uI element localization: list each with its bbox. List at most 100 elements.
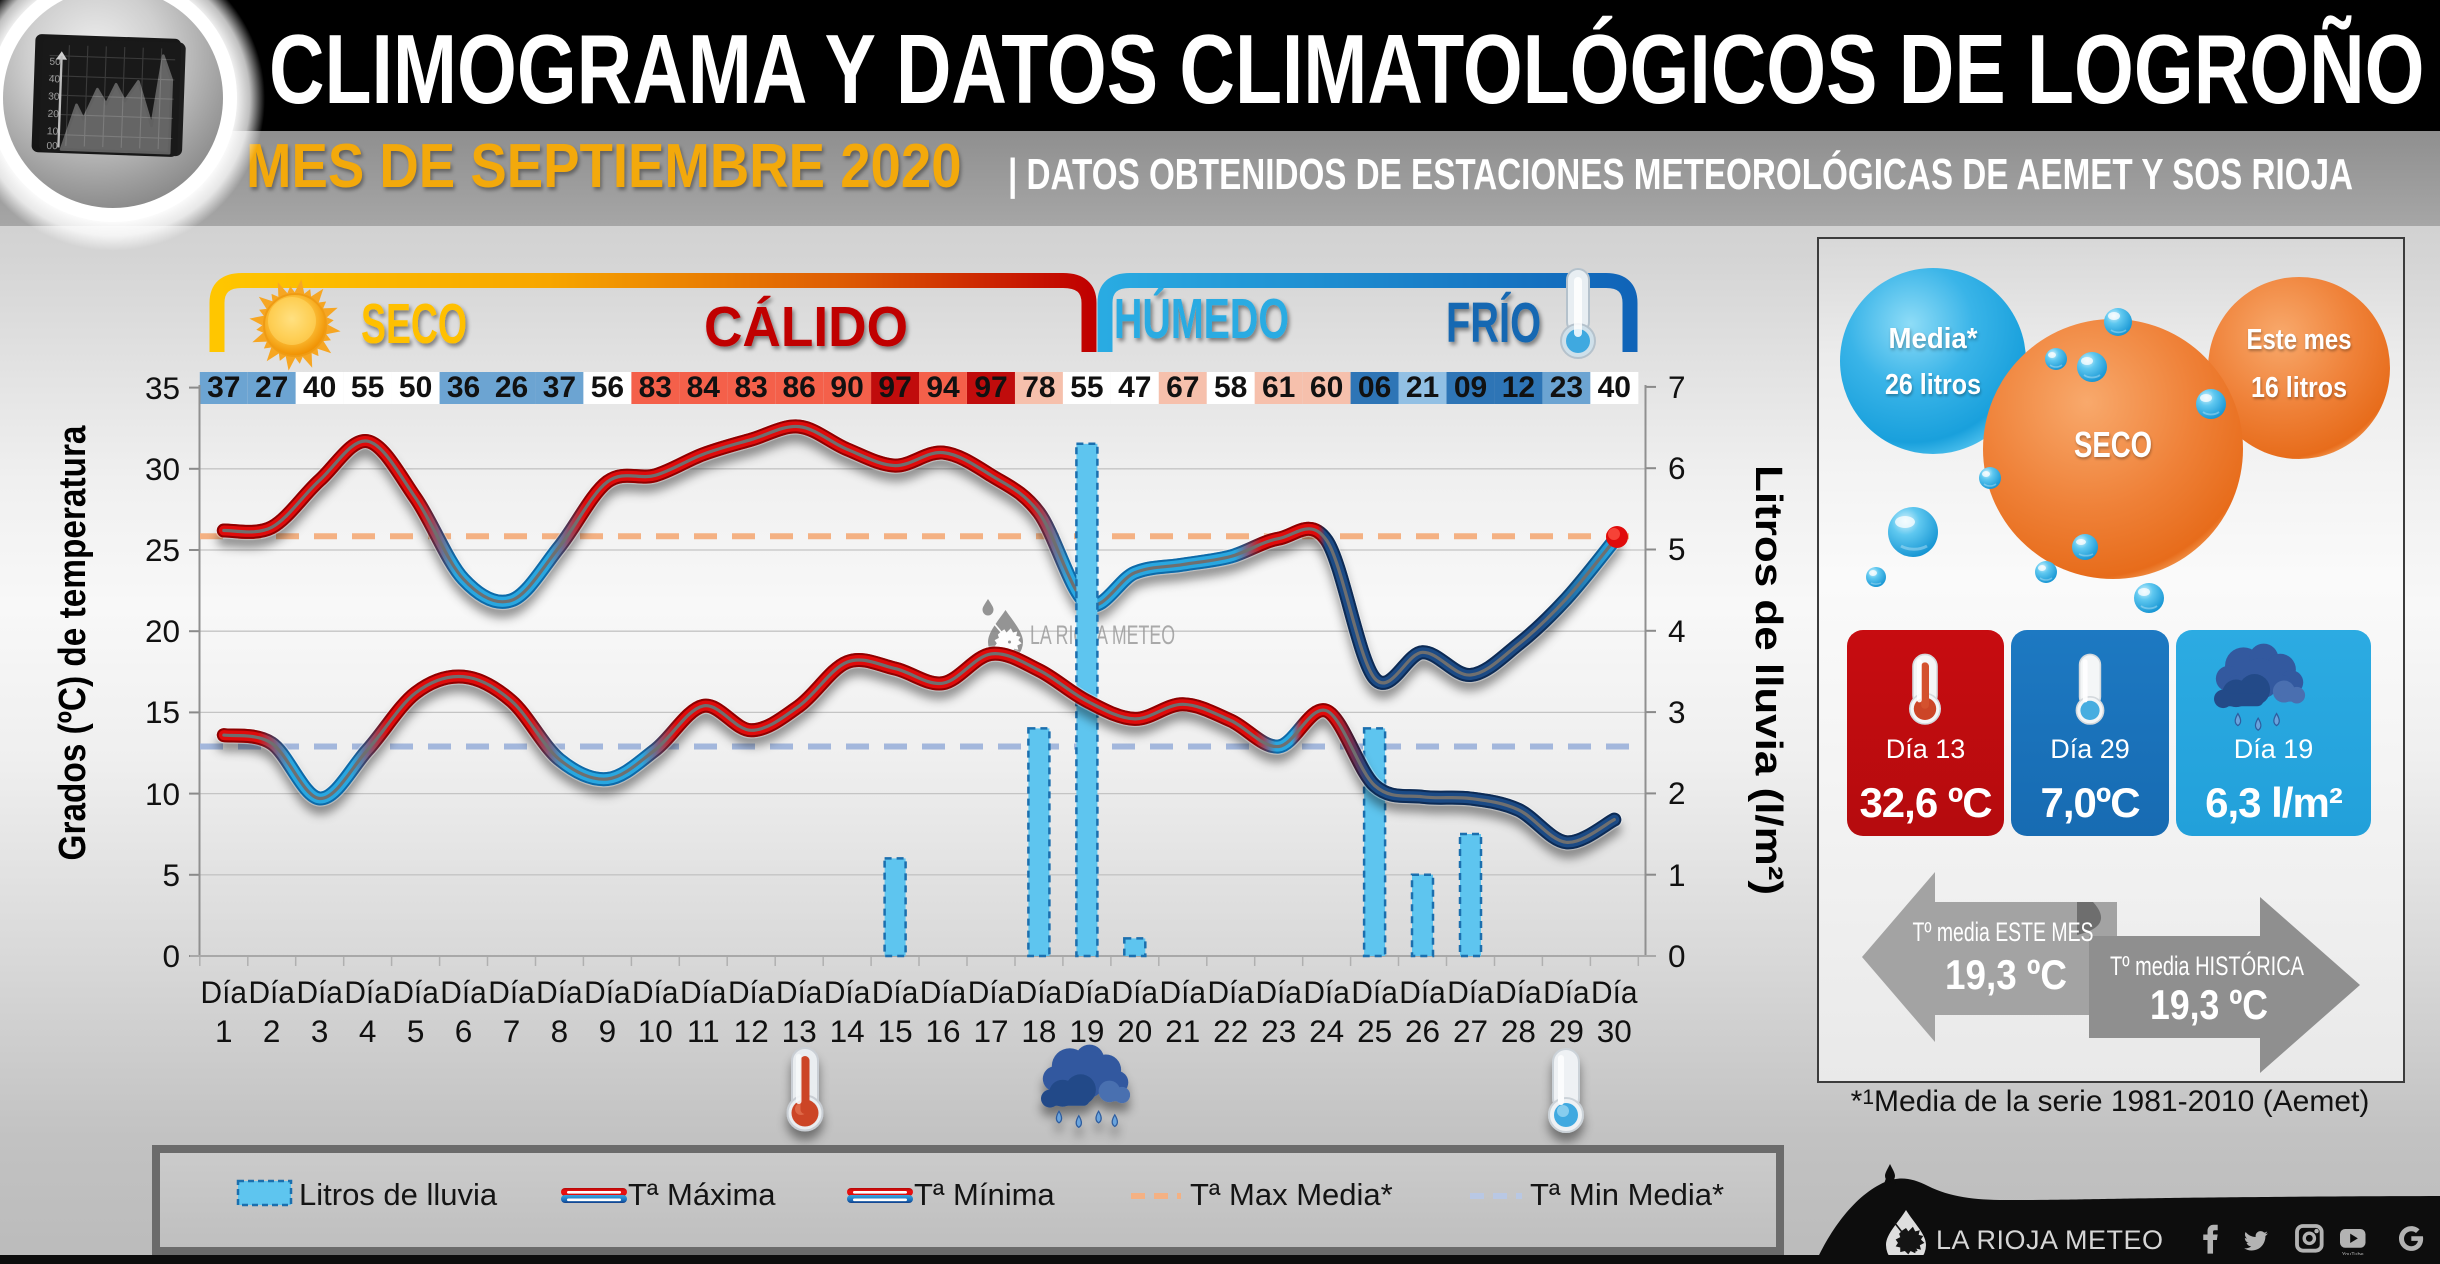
svg-text:36: 36 (447, 371, 480, 404)
svg-text:10: 10 (47, 126, 59, 137)
svg-text:60: 60 (1310, 371, 1343, 404)
svg-text:12: 12 (1502, 371, 1535, 404)
svg-text:16: 16 (925, 1013, 960, 1049)
svg-text:Día: Día (632, 974, 679, 1010)
svg-text:37: 37 (543, 371, 576, 404)
svg-text:35: 35 (145, 370, 180, 406)
svg-text:Día: Día (296, 974, 343, 1010)
svg-text:Día: Día (1351, 974, 1398, 1010)
svg-text:Día: Día (1495, 974, 1542, 1010)
svg-text:Día: Día (824, 974, 871, 1010)
svg-text:Día: Día (1016, 974, 1063, 1010)
svg-text:23: 23 (1550, 371, 1583, 404)
svg-text:Tº media HISTÓRICA: Tº media HISTÓRICA (2110, 950, 2304, 981)
svg-text:Día: Día (536, 974, 583, 1010)
svg-text:2: 2 (263, 1013, 281, 1049)
svg-text:SECO: SECO (361, 292, 467, 356)
svg-text:19: 19 (1069, 1013, 1104, 1049)
svg-text:20: 20 (47, 109, 59, 120)
svg-text:97: 97 (878, 371, 911, 404)
svg-text:50: 50 (399, 371, 432, 404)
svg-text:Día: Día (776, 974, 823, 1010)
svg-text:CÁLIDO: CÁLIDO (704, 295, 908, 359)
svg-text:15: 15 (145, 694, 180, 730)
svg-text:Día: Día (584, 974, 631, 1010)
svg-text:2: 2 (1668, 775, 1686, 811)
svg-text:20: 20 (1117, 1013, 1152, 1049)
svg-text:3: 3 (1668, 694, 1686, 730)
svg-text:1: 1 (215, 1013, 233, 1049)
svg-text:30: 30 (48, 91, 60, 102)
svg-text:00: 00 (46, 141, 58, 152)
svg-text:Media*: Media* (1889, 323, 1979, 355)
svg-text:25: 25 (1357, 1013, 1392, 1049)
svg-text:7: 7 (503, 1013, 521, 1049)
svg-text:23: 23 (1261, 1013, 1296, 1049)
svg-text:Grados (ºC) de temperatura: Grados (ºC) de temperatura (52, 425, 94, 861)
svg-text:83: 83 (735, 371, 768, 404)
svg-text:27: 27 (1453, 1013, 1488, 1049)
svg-text:84: 84 (687, 371, 721, 404)
svg-text:30: 30 (145, 451, 180, 487)
svg-text:Día: Día (488, 974, 535, 1010)
svg-text:15: 15 (878, 1013, 913, 1049)
svg-text:19,3 ºC: 19,3 ºC (1945, 951, 2067, 998)
svg-text:12: 12 (734, 1013, 769, 1049)
svg-text:Día: Día (201, 974, 248, 1010)
svg-text:5: 5 (162, 857, 180, 893)
svg-text:78: 78 (1022, 371, 1055, 404)
svg-text:Día: Día (248, 974, 295, 1010)
svg-text:28: 28 (1501, 1013, 1536, 1049)
svg-text:09: 09 (1454, 371, 1487, 404)
svg-text:90: 90 (830, 371, 863, 404)
svg-text:50: 50 (49, 57, 61, 68)
svg-text:Este mes: Este mes (2247, 324, 2352, 356)
svg-text:40: 40 (1598, 371, 1631, 404)
svg-text:26: 26 (495, 371, 528, 404)
svg-text:Día: Día (968, 974, 1015, 1010)
svg-text:18: 18 (1021, 1013, 1056, 1049)
svg-text:0: 0 (162, 938, 180, 974)
svg-text:Día: Día (1160, 974, 1207, 1010)
svg-text:0: 0 (1668, 938, 1686, 974)
svg-text:Tº media ESTE MES: Tº media ESTE MES (1913, 917, 2094, 947)
svg-text:Día: Día (1399, 974, 1446, 1010)
svg-text:Día: Día (344, 974, 391, 1010)
svg-text:11: 11 (687, 1013, 720, 1049)
svg-text:Día: Día (1207, 974, 1254, 1010)
svg-text:06: 06 (1358, 371, 1391, 404)
svg-text:21: 21 (1406, 371, 1439, 404)
svg-text:86: 86 (783, 371, 816, 404)
svg-text:47: 47 (1118, 371, 1151, 404)
svg-text:17: 17 (973, 1013, 1008, 1049)
svg-text:Día: Día (1064, 974, 1111, 1010)
svg-text:1: 1 (1668, 857, 1686, 893)
svg-text:7: 7 (1668, 369, 1686, 405)
svg-text:83: 83 (639, 371, 672, 404)
svg-text:10: 10 (638, 1013, 673, 1049)
svg-text:Día: Día (872, 974, 919, 1010)
svg-text:25: 25 (145, 532, 180, 568)
svg-text:97: 97 (974, 371, 1007, 404)
svg-text:61: 61 (1262, 371, 1295, 404)
svg-text:Día: Día (920, 974, 967, 1010)
svg-text:5: 5 (407, 1013, 425, 1049)
svg-text:Día: Día (392, 974, 439, 1010)
svg-text:14: 14 (830, 1013, 865, 1049)
svg-text:21: 21 (1165, 1013, 1200, 1049)
svg-text:Día: Día (1255, 974, 1302, 1010)
svg-text:Día: Día (680, 974, 727, 1010)
svg-text:6: 6 (455, 1013, 473, 1049)
svg-text:22: 22 (1213, 1013, 1248, 1049)
svg-text:Día: Día (1543, 974, 1590, 1010)
svg-text:24: 24 (1309, 1013, 1344, 1049)
svg-text:Día: Día (440, 974, 487, 1010)
svg-text:Día: Día (1447, 974, 1494, 1010)
svg-text:13: 13 (782, 1013, 817, 1049)
svg-text:9: 9 (599, 1013, 617, 1049)
svg-text:Litros de lluvia (l/m²): Litros de lluvia (l/m²) (1747, 465, 1789, 895)
svg-text:58: 58 (1214, 371, 1247, 404)
svg-text:8: 8 (551, 1013, 569, 1049)
svg-text:Día: Día (1112, 974, 1159, 1010)
svg-text:4: 4 (1668, 613, 1686, 649)
